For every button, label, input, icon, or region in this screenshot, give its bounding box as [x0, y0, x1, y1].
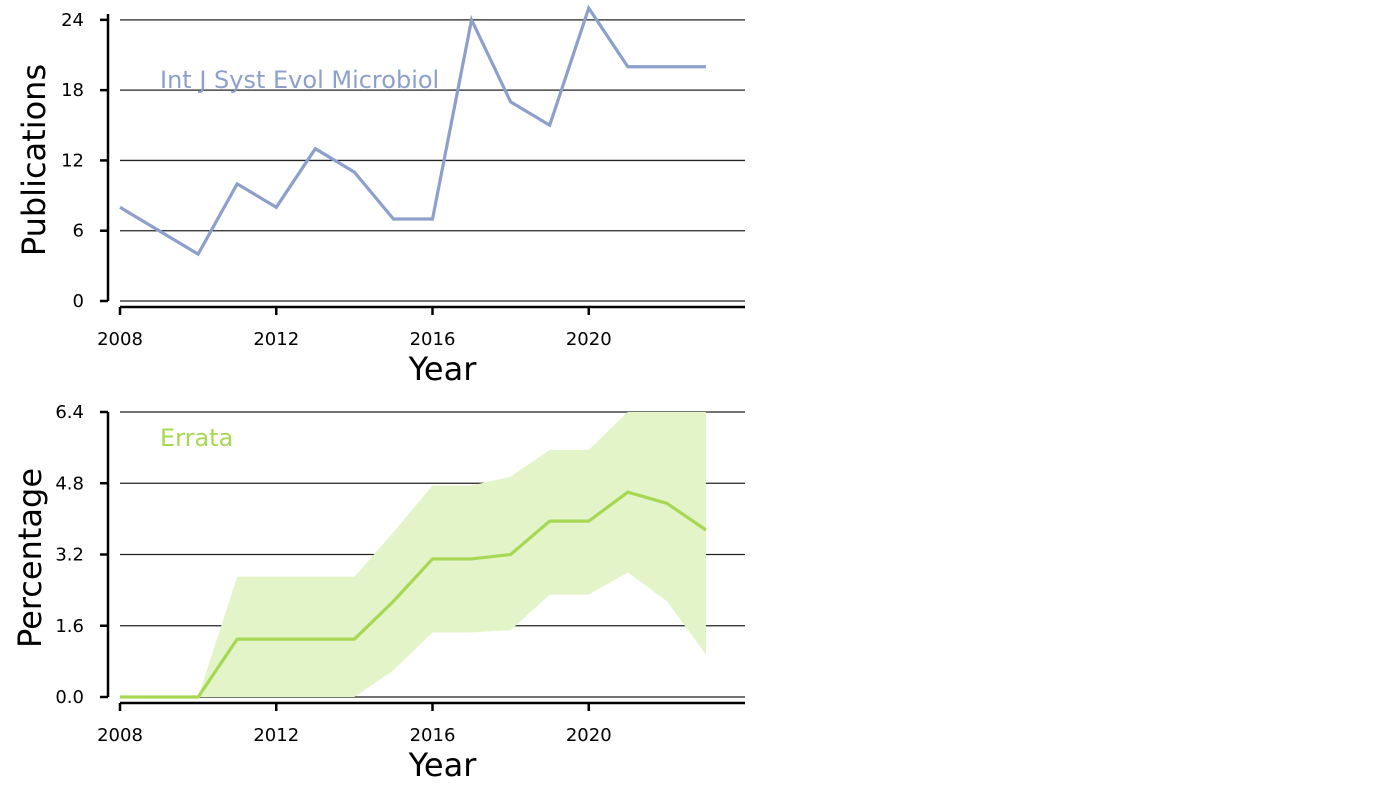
y-tick-label: 24 — [61, 10, 84, 31]
confidence-band — [120, 412, 706, 697]
x-tick-label: 2012 — [253, 725, 299, 746]
errata-panel: Errata 0.0 1.6 3.2 4.8 6.4 2008 2012 2016 2020 Yea… — [11, 402, 745, 784]
y-tick-label: 6 — [73, 221, 84, 242]
x-tick-label: 2008 — [97, 725, 143, 746]
x-tick-label: 2020 — [566, 329, 612, 350]
x-tick-label: 2020 — [566, 725, 612, 746]
series-label: Errata — [160, 424, 233, 452]
x-axis-title: Year — [408, 350, 478, 388]
x-tick-label: 2016 — [410, 725, 456, 746]
y-axis-title: Percentage — [11, 468, 49, 648]
publications-panel: Int J Syst Evol Microbiol 0 6 12 18 24 2008 201… — [15, 4, 745, 388]
y-tick-label: 3.2 — [55, 545, 84, 566]
series-line — [119, 4, 706, 257]
x-axis-title: Year — [408, 746, 478, 784]
y-axis-title: Publications — [15, 64, 53, 256]
x-tick-label: 2016 — [410, 329, 456, 350]
y-tick-label: 12 — [61, 150, 84, 171]
y-tick-label: 0.0 — [55, 687, 84, 708]
y-tick-label: 6.4 — [55, 402, 84, 423]
y-tick-label: 4.8 — [55, 473, 84, 494]
y-tick-label: 1.6 — [55, 616, 84, 637]
series-line — [120, 490, 707, 699]
x-tick-label: 2008 — [97, 329, 143, 350]
y-tick-label: 0 — [73, 291, 84, 312]
x-tick-label: 2012 — [253, 329, 299, 350]
series-label: Int J Syst Evol Microbiol — [160, 66, 439, 94]
y-tick-label: 18 — [61, 80, 84, 101]
